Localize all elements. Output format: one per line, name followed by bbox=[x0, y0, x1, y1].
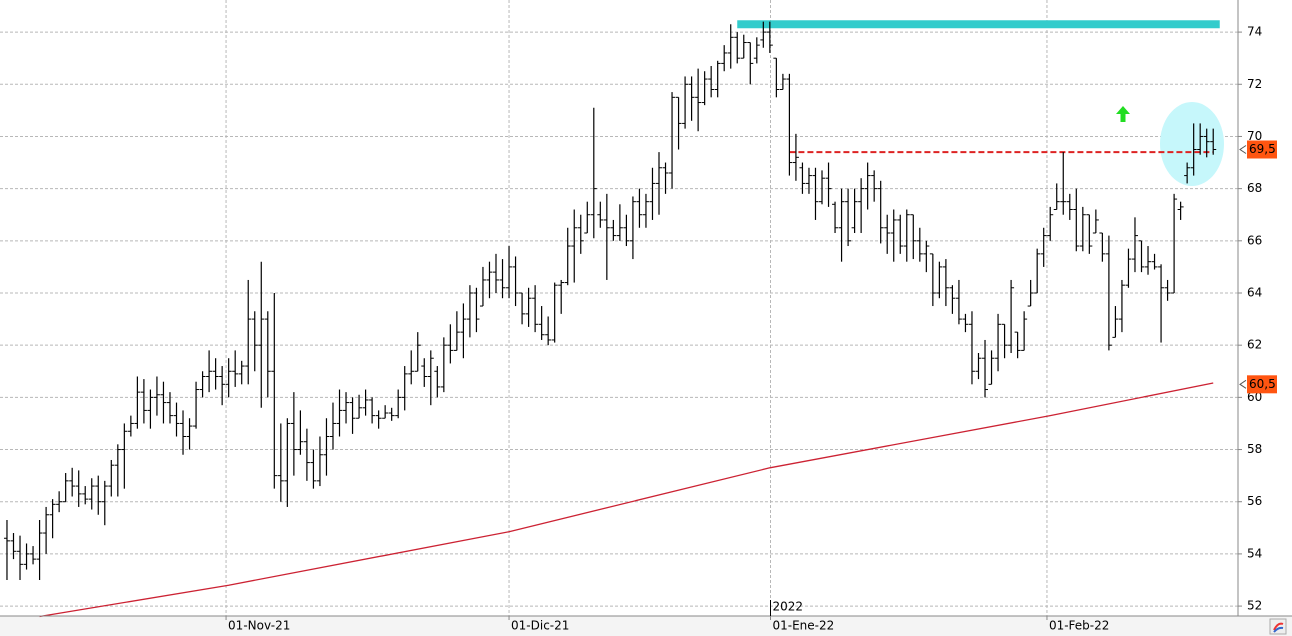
y-tick-label: 68 bbox=[1247, 181, 1262, 195]
y-tick-label: 56 bbox=[1247, 494, 1262, 508]
resistance-band bbox=[737, 20, 1220, 29]
x-tick-label: 01-Dic-21 bbox=[511, 619, 569, 633]
y-tick-label: 70 bbox=[1247, 129, 1262, 143]
x-tick-label: 01-Ene-22 bbox=[772, 619, 834, 633]
price-box bbox=[1247, 140, 1277, 159]
y-tick-label: 58 bbox=[1247, 442, 1262, 456]
price-box bbox=[1247, 375, 1277, 394]
x-tick-label: 01-Nov-21 bbox=[228, 619, 290, 633]
x-tick-label: 01-Feb-22 bbox=[1049, 619, 1109, 633]
year-label: 2022 bbox=[772, 600, 803, 614]
plot bbox=[3, 20, 1220, 618]
up-arrow bbox=[1116, 106, 1130, 122]
highlight-ellipse bbox=[1160, 102, 1224, 186]
logo-icon bbox=[1269, 618, 1287, 635]
price-pointer bbox=[1239, 379, 1247, 389]
price-pointer bbox=[1239, 145, 1247, 154]
y-tick-label: 60 bbox=[1247, 390, 1262, 404]
y-tick-label: 72 bbox=[1247, 77, 1262, 91]
price-label: 69,5 bbox=[1249, 142, 1276, 156]
moving-average bbox=[39, 382, 1214, 618]
y-tick-label: 74 bbox=[1247, 25, 1262, 39]
y-tick-label: 64 bbox=[1247, 285, 1262, 299]
y-tick-label: 54 bbox=[1247, 546, 1262, 560]
y-tick-label: 62 bbox=[1247, 338, 1262, 352]
price-label: 60,5 bbox=[1249, 377, 1276, 391]
x-axis-band bbox=[0, 616, 1292, 636]
y-tick-label: 66 bbox=[1247, 233, 1262, 247]
y-tick-label: 52 bbox=[1247, 599, 1262, 613]
